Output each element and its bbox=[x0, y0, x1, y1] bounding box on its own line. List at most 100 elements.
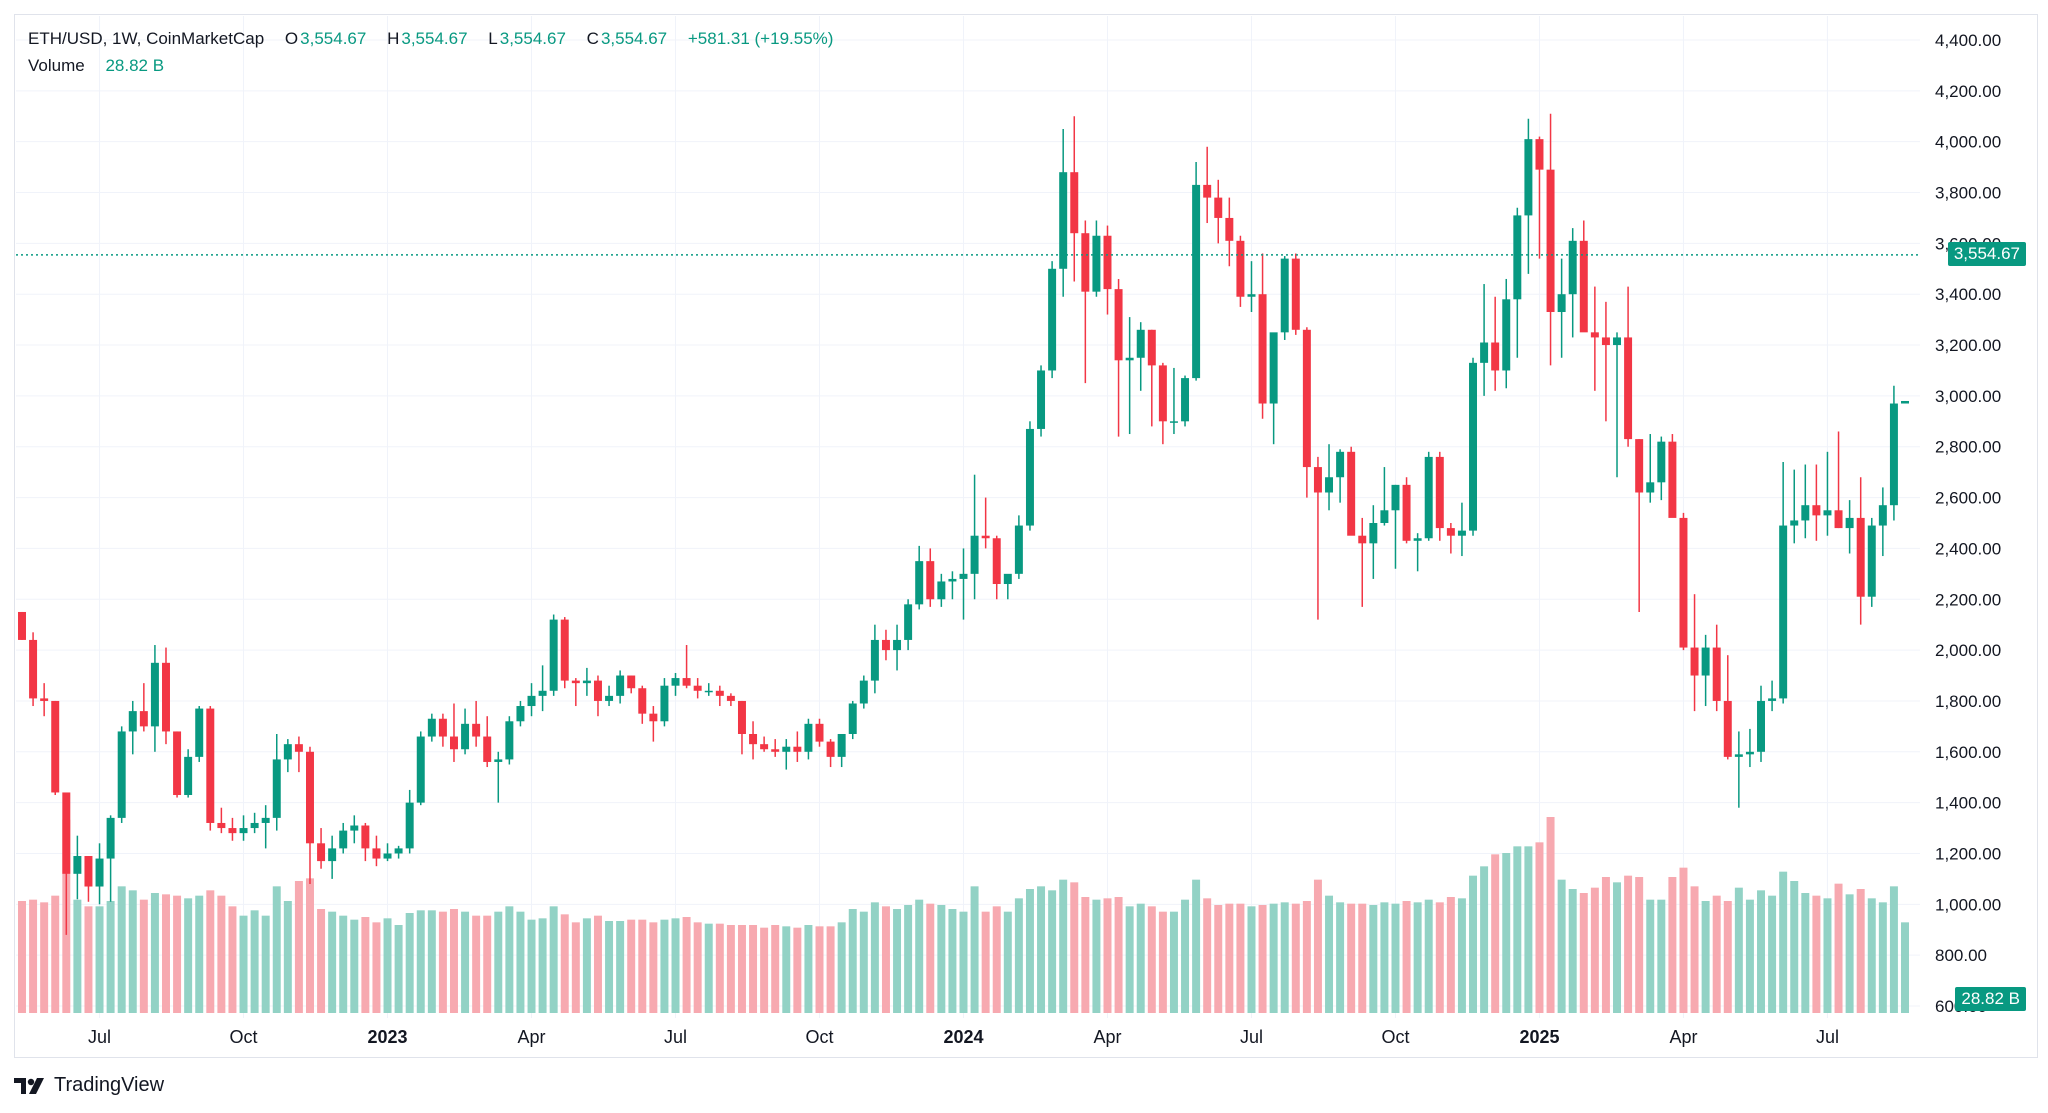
chart-frame[interactable] bbox=[14, 14, 2038, 1058]
candle-body bbox=[1457, 530, 1466, 536]
volume-bar bbox=[494, 911, 503, 1013]
volume-bar bbox=[1546, 817, 1555, 1013]
candle-body bbox=[848, 703, 857, 734]
candle-body bbox=[1313, 467, 1322, 493]
candle-body bbox=[1125, 357, 1134, 361]
candle-body bbox=[538, 690, 547, 696]
volume-bar bbox=[1025, 889, 1034, 1013]
candle-body bbox=[1690, 647, 1699, 676]
candle-body bbox=[339, 830, 348, 849]
candle-body bbox=[1081, 233, 1090, 292]
candle-body bbox=[1192, 184, 1201, 379]
candle-body bbox=[1402, 484, 1411, 541]
volume-bar bbox=[704, 923, 713, 1013]
symbol-label[interactable]: ETH/USD, 1W, CoinMarketCap bbox=[28, 29, 265, 48]
candle-body bbox=[771, 749, 780, 752]
candle-body bbox=[682, 678, 691, 686]
candle-body bbox=[1236, 240, 1245, 297]
volume-bar bbox=[638, 919, 647, 1013]
candle-body bbox=[1269, 332, 1278, 404]
volume-bar bbox=[1668, 877, 1677, 1013]
volume-bar bbox=[139, 899, 148, 1013]
candle-body bbox=[627, 675, 636, 689]
volume-bar bbox=[915, 899, 924, 1013]
volume-bar bbox=[815, 926, 824, 1013]
volume-bar bbox=[1812, 895, 1821, 1013]
candle-body bbox=[394, 848, 403, 854]
volume-bar bbox=[848, 909, 857, 1013]
volume-bar bbox=[726, 925, 735, 1013]
x-axis[interactable]: Jul Oct 2023 Apr Jul Oct 2024 Apr Jul Oct 2025 Apr J… bbox=[88, 1027, 1839, 1047]
volume-bar bbox=[859, 911, 868, 1013]
candle-body bbox=[815, 723, 824, 742]
candle-body bbox=[383, 853, 392, 859]
volume-bar bbox=[616, 921, 625, 1013]
candle-body bbox=[726, 695, 735, 701]
volume-bar bbox=[1878, 902, 1887, 1013]
candle-body bbox=[1524, 139, 1533, 216]
candle-body bbox=[1258, 294, 1267, 404]
candle-body bbox=[893, 639, 902, 651]
volume-bar bbox=[737, 925, 746, 1013]
volume-label[interactable]: Volume bbox=[28, 56, 85, 75]
candle-body bbox=[981, 535, 990, 539]
candle-body bbox=[870, 639, 879, 681]
volume-bar bbox=[1402, 901, 1411, 1013]
y-tick-label: 3,000.00 bbox=[1935, 387, 2001, 406]
y-tick-label: 1,000.00 bbox=[1935, 895, 2001, 914]
volume-bar bbox=[239, 915, 248, 1013]
candle-body bbox=[881, 639, 890, 651]
volume-bar bbox=[1601, 877, 1610, 1013]
candle-body bbox=[1801, 505, 1810, 521]
candle-body bbox=[1878, 505, 1887, 526]
candle-body bbox=[228, 828, 237, 834]
volume-bar bbox=[438, 911, 447, 1013]
y-tick-label: 4,000.00 bbox=[1935, 133, 2001, 152]
last-price-badge: 3,554.67 bbox=[1947, 241, 2026, 266]
candle-body bbox=[1557, 294, 1566, 313]
candle-body bbox=[760, 744, 769, 750]
volume-bar bbox=[1247, 906, 1256, 1013]
candle-body bbox=[139, 711, 148, 727]
candle-body bbox=[638, 688, 647, 714]
grid-lines bbox=[16, 16, 1920, 1018]
candle-body bbox=[926, 561, 935, 600]
candle-body bbox=[427, 718, 436, 737]
volume-bar bbox=[1590, 887, 1599, 1013]
candle-body bbox=[317, 843, 326, 862]
x-tick-label: Jul bbox=[1240, 1027, 1263, 1047]
volume-bar bbox=[1369, 905, 1378, 1013]
candle-body bbox=[1158, 365, 1167, 422]
candle-body bbox=[915, 561, 924, 605]
volume-bar bbox=[1258, 905, 1267, 1013]
y-axis[interactable]: 4,400.004,200.004,000.003,800.003,600.00… bbox=[1935, 31, 2001, 1016]
y-tick-label: 3,400.00 bbox=[1935, 285, 2001, 304]
candle-body bbox=[1446, 528, 1455, 536]
candle-body bbox=[1025, 428, 1034, 526]
volume-bar bbox=[383, 918, 392, 1013]
volume-bar bbox=[1768, 895, 1777, 1013]
volume-legend: Volume 28.82 B bbox=[28, 56, 166, 76]
volume-bar bbox=[106, 901, 115, 1013]
volume-bar bbox=[427, 910, 436, 1013]
candle-body bbox=[826, 741, 835, 757]
volume-bar bbox=[250, 910, 259, 1013]
candle-body bbox=[250, 822, 259, 829]
volume-bar bbox=[1801, 893, 1810, 1013]
tradingview-brand[interactable]: TradingView bbox=[14, 1074, 164, 1097]
candle-body bbox=[1059, 172, 1068, 269]
candle-body bbox=[704, 690, 713, 693]
volume-bar bbox=[272, 886, 281, 1013]
volume-bar bbox=[516, 911, 525, 1013]
volume-bar bbox=[317, 909, 326, 1013]
candle-body bbox=[416, 736, 425, 803]
candle-body bbox=[1358, 535, 1367, 544]
volume-bar bbox=[1424, 899, 1433, 1013]
candle-body bbox=[516, 706, 525, 722]
candle-body bbox=[1668, 441, 1677, 518]
candle-body bbox=[449, 736, 458, 750]
x-tick-label: Oct bbox=[1381, 1027, 1409, 1047]
candle-body bbox=[18, 611, 26, 640]
candle-body bbox=[715, 690, 724, 696]
